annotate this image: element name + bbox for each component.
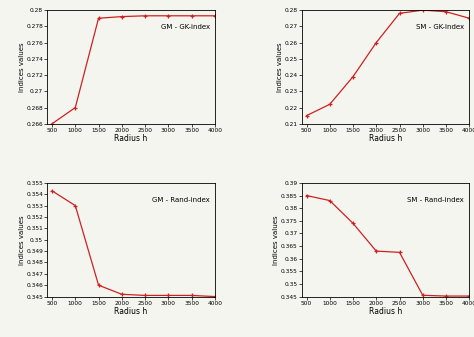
Y-axis label: Indices values: Indices values <box>277 42 283 92</box>
X-axis label: Radius h: Radius h <box>369 307 402 316</box>
Text: SM - Rand-index: SM - Rand-index <box>408 196 464 203</box>
Text: SM - GK-Index: SM - GK-Index <box>416 24 464 30</box>
Text: GM - GK-index: GM - GK-index <box>161 24 210 30</box>
Y-axis label: Indices values: Indices values <box>273 215 280 265</box>
Y-axis label: Indices values: Indices values <box>19 42 25 92</box>
X-axis label: Radius h: Radius h <box>369 134 402 143</box>
X-axis label: Radius h: Radius h <box>115 307 148 316</box>
X-axis label: Radius h: Radius h <box>115 134 148 143</box>
Y-axis label: Indices values: Indices values <box>19 215 25 265</box>
Text: GM - Rand-index: GM - Rand-index <box>152 196 210 203</box>
